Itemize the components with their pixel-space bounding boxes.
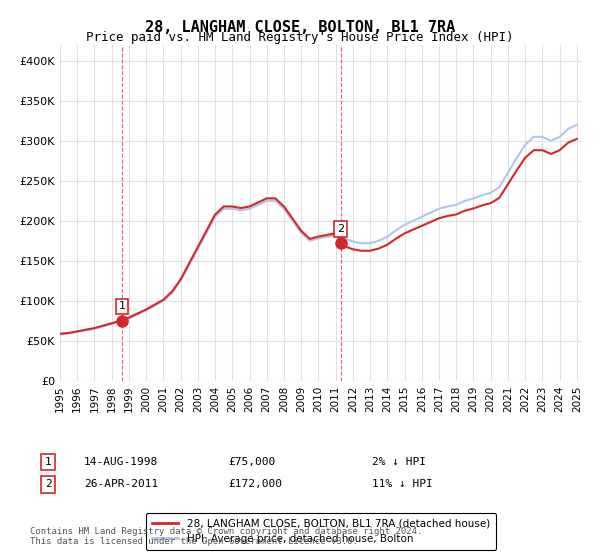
Text: Contains HM Land Registry data © Crown copyright and database right 2024.
This d: Contains HM Land Registry data © Crown c… xyxy=(30,526,422,546)
Text: Price paid vs. HM Land Registry's House Price Index (HPI): Price paid vs. HM Land Registry's House … xyxy=(86,31,514,44)
Text: 28, LANGHAM CLOSE, BOLTON, BL1 7RA: 28, LANGHAM CLOSE, BOLTON, BL1 7RA xyxy=(145,20,455,35)
Text: 2% ↓ HPI: 2% ↓ HPI xyxy=(372,457,426,467)
Legend: 28, LANGHAM CLOSE, BOLTON, BL1 7RA (detached house), HPI: Average price, detache: 28, LANGHAM CLOSE, BOLTON, BL1 7RA (deta… xyxy=(146,512,496,550)
Text: 1: 1 xyxy=(44,457,52,467)
Text: £75,000: £75,000 xyxy=(228,457,275,467)
Text: 1: 1 xyxy=(119,301,125,311)
Text: 26-APR-2011: 26-APR-2011 xyxy=(84,479,158,489)
Text: 2: 2 xyxy=(337,224,344,234)
Text: £172,000: £172,000 xyxy=(228,479,282,489)
Text: 2: 2 xyxy=(44,479,52,489)
Text: 11% ↓ HPI: 11% ↓ HPI xyxy=(372,479,433,489)
Text: 14-AUG-1998: 14-AUG-1998 xyxy=(84,457,158,467)
